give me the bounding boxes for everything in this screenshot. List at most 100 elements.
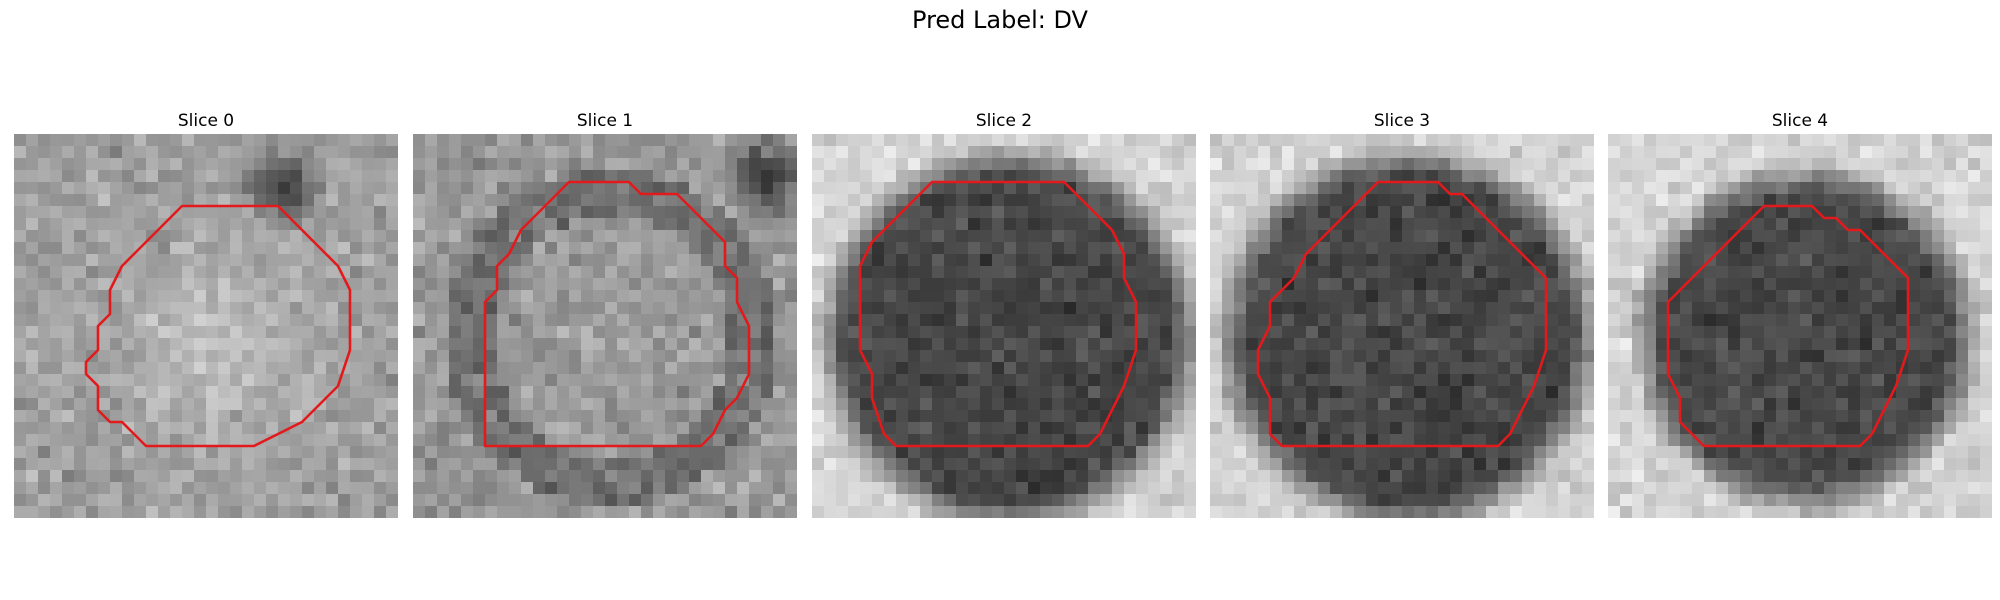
pixel [362, 230, 374, 242]
pixel [1414, 314, 1426, 326]
pixel [1644, 434, 1656, 446]
pixel [1800, 350, 1812, 362]
pixel [1788, 146, 1800, 158]
pixel [1222, 350, 1234, 362]
pixel [569, 398, 581, 410]
pixel [1884, 434, 1896, 446]
pixel [1884, 182, 1896, 194]
pixel [944, 242, 956, 254]
pixel [1668, 434, 1680, 446]
pixel [1004, 326, 1016, 338]
pixel [1160, 194, 1172, 206]
pixel [182, 146, 194, 158]
pixel [521, 374, 533, 386]
pixel [1184, 254, 1196, 266]
pixel [1582, 266, 1594, 278]
pixel [812, 254, 824, 266]
pixel [50, 206, 62, 218]
pixel [1656, 134, 1668, 146]
pixel [1728, 326, 1740, 338]
pixel [1148, 410, 1160, 422]
pixel [1004, 410, 1016, 422]
pixel [860, 362, 872, 374]
pixel [1800, 254, 1812, 266]
pixel [725, 446, 737, 458]
pixel [1366, 158, 1378, 170]
pixel [1294, 194, 1306, 206]
pixel [761, 170, 773, 182]
pixel [1582, 362, 1594, 374]
pixel [1426, 170, 1438, 182]
pixel [761, 182, 773, 194]
pixel [326, 470, 338, 482]
pixel [932, 302, 944, 314]
pixel [26, 278, 38, 290]
pixel [713, 386, 725, 398]
pixel [1414, 470, 1426, 482]
pixel [1546, 254, 1558, 266]
pixel [1956, 398, 1968, 410]
pixel [1028, 242, 1040, 254]
pixel [1920, 206, 1932, 218]
pixel [1258, 422, 1270, 434]
pixel [1148, 158, 1160, 170]
pixel [824, 242, 836, 254]
pixel [1800, 242, 1812, 254]
pixel [497, 290, 509, 302]
pixel [713, 266, 725, 278]
pixel [1668, 218, 1680, 230]
pixel [896, 218, 908, 230]
pixel [50, 314, 62, 326]
pixel [992, 446, 1004, 458]
pixel [242, 386, 254, 398]
pixel [110, 170, 122, 182]
pixel [1330, 206, 1342, 218]
pixel [242, 374, 254, 386]
pixel [569, 290, 581, 302]
pixel [932, 386, 944, 398]
pixel [278, 230, 290, 242]
pixel [1148, 206, 1160, 218]
pixel [26, 422, 38, 434]
pixel [425, 446, 437, 458]
pixel [1860, 398, 1872, 410]
pixel [1124, 242, 1136, 254]
pixel [884, 158, 896, 170]
pixel [1246, 230, 1258, 242]
pixel [1668, 146, 1680, 158]
pixel [1740, 230, 1752, 242]
pixel [605, 194, 617, 206]
pixel [641, 338, 653, 350]
pixel [956, 266, 968, 278]
pixel [872, 206, 884, 218]
pixel [362, 374, 374, 386]
pixel [1016, 482, 1028, 494]
pixel [1558, 482, 1570, 494]
pixel [545, 134, 557, 146]
pixel [206, 194, 218, 206]
pixel [218, 434, 230, 446]
pixel [1474, 278, 1486, 290]
pixel [1872, 326, 1884, 338]
pixel [1608, 170, 1620, 182]
pixel [1462, 278, 1474, 290]
pixel [1210, 218, 1222, 230]
pixel [50, 230, 62, 242]
pixel [74, 362, 86, 374]
pixel [641, 278, 653, 290]
pixel [362, 182, 374, 194]
pixel [1896, 230, 1908, 242]
pixel [968, 266, 980, 278]
pixel [326, 230, 338, 242]
pixel [1004, 434, 1016, 446]
pixel [749, 218, 761, 230]
pixel [1040, 218, 1052, 230]
pixel [1558, 266, 1570, 278]
pixel [146, 350, 158, 362]
pixel [725, 254, 737, 266]
pixel [449, 482, 461, 494]
pixel [50, 458, 62, 470]
pixel [1728, 278, 1740, 290]
pixel [980, 434, 992, 446]
pixel [86, 182, 98, 194]
